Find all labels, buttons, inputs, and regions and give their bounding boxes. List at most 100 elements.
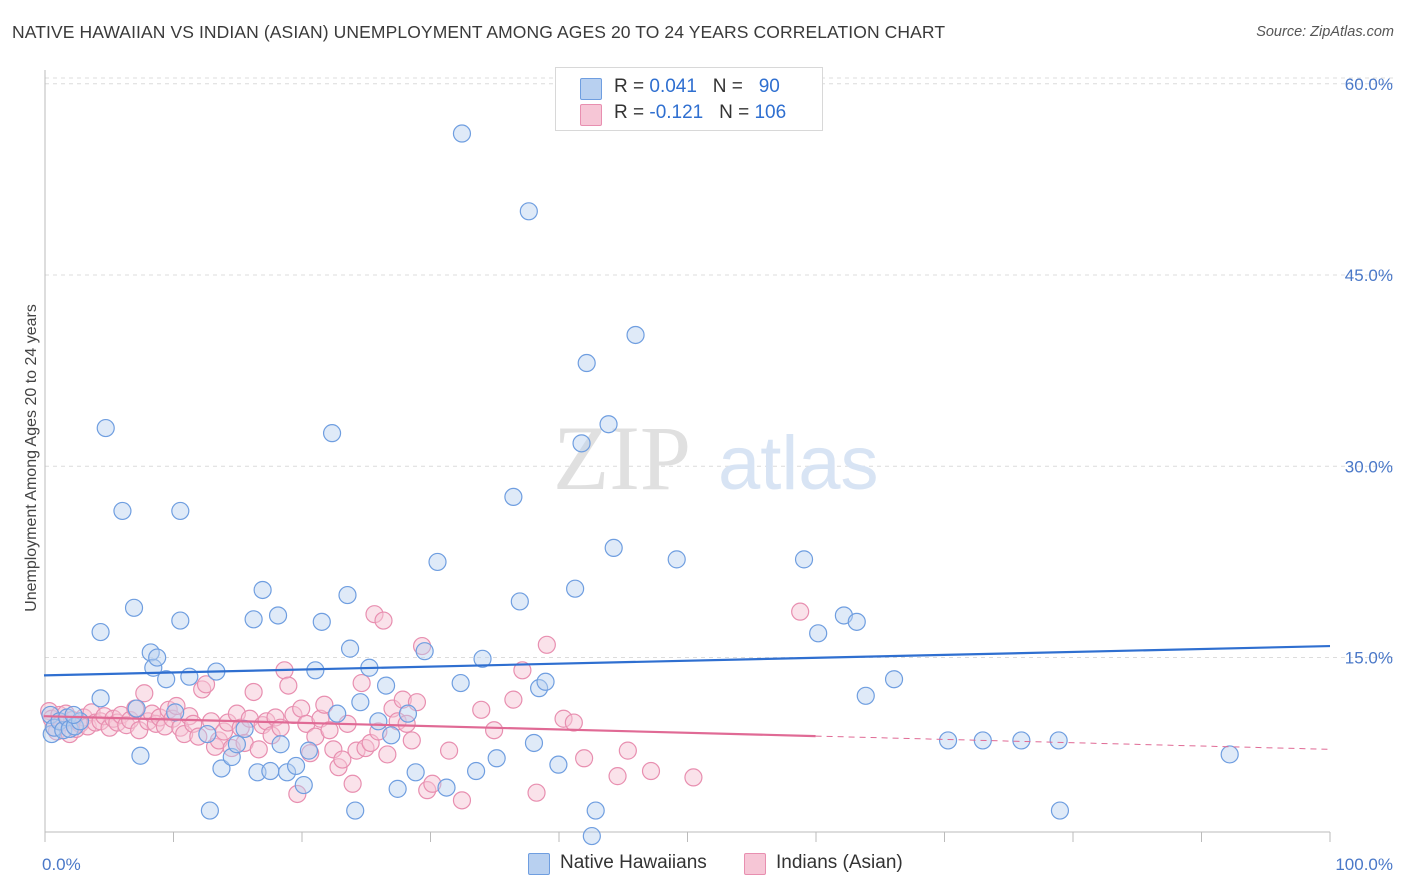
data-point-native-hawaiians <box>599 415 618 434</box>
data-point-native-hawaiians <box>244 610 263 629</box>
watermark-zip: ZIP <box>553 407 691 509</box>
data-point-native-hawaiians <box>248 763 267 782</box>
data-point-native-hawaiians <box>286 756 306 776</box>
data-point-native-hawaiians <box>884 670 904 689</box>
data-point-native-hawaiians <box>212 759 231 778</box>
data-point-indians-asian <box>249 740 268 759</box>
data-point-indians-asian <box>374 611 393 630</box>
legend-swatch-pink <box>580 104 602 126</box>
data-point-native-hawaiians <box>180 667 199 686</box>
data-point-native-hawaiians <box>626 325 645 345</box>
data-point-indians-asian <box>292 699 311 718</box>
data-point-native-hawaiians <box>473 649 492 668</box>
legend-swatch-blue <box>580 78 602 100</box>
data-point-native-hawaiians <box>604 538 623 558</box>
data-point-native-hawaiians <box>166 703 185 722</box>
data-point-indians-asian <box>352 673 371 693</box>
data-point-indians-asian <box>315 695 334 714</box>
data-point-native-hawaiians <box>127 699 146 718</box>
data-point-native-hawaiians <box>1049 731 1068 750</box>
data-point-native-hawaiians <box>312 612 331 631</box>
data-point-native-hawaiians <box>1220 745 1239 764</box>
data-point-native-hawaiians <box>338 585 357 605</box>
data-point-native-hawaiians <box>131 746 150 765</box>
data-point-native-hawaiians <box>91 689 110 708</box>
data-point-native-hawaiians <box>268 606 288 625</box>
data-point-indians-asian <box>402 731 421 750</box>
data-point-native-hawaiians <box>157 670 176 689</box>
data-point-native-hawaiians <box>451 673 470 693</box>
data-point-native-hawaiians <box>171 501 190 521</box>
legend-n-label: N = <box>712 76 749 97</box>
chart-title: NATIVE HAWAIIAN VS INDIAN (ASIAN) UNEMPL… <box>12 22 946 42</box>
source-label: Source: ZipAtlas.com <box>1256 24 1394 40</box>
data-point-native-hawaiians <box>227 735 246 754</box>
legend-n-value: 90 <box>758 76 780 97</box>
watermark: ZIP atlas <box>553 407 879 509</box>
trend-layer <box>43 644 1331 750</box>
data-point-native-hawaiians <box>794 550 814 569</box>
data-point-native-hawaiians <box>415 642 434 661</box>
data-point-indians-asian <box>412 636 432 656</box>
data-point-indians-asian <box>378 745 397 764</box>
data-point-native-hawaiians <box>586 801 605 820</box>
data-point-native-hawaiians <box>572 434 591 453</box>
data-point-indians-asian <box>333 750 352 769</box>
data-point-native-hawaiians <box>171 611 190 630</box>
data-point-native-hawaiians <box>437 778 456 797</box>
data-point-indians-asian <box>167 696 186 716</box>
data-point-indians-asian <box>244 682 263 702</box>
data-point-native-hawaiians <box>428 552 447 572</box>
data-point-native-hawaiians <box>809 624 828 643</box>
data-point-indians-asian <box>527 783 546 802</box>
data-point-native-hawaiians <box>577 353 596 373</box>
data-point-native-hawaiians <box>277 763 297 782</box>
data-point-native-hawaiians <box>452 124 472 143</box>
data-point-native-hawaiians <box>382 726 401 745</box>
legend-r-value: -0.121 <box>649 102 704 123</box>
data-point-indians-asian <box>423 774 442 793</box>
data-point-native-hawaiians <box>96 418 115 438</box>
data-point-indians-asian <box>439 741 459 760</box>
legend-r-label: R = <box>614 76 650 97</box>
data-point-native-hawaiians <box>235 719 254 739</box>
data-point-indians-asian <box>684 768 703 787</box>
data-point-native-hawaiians <box>328 704 347 723</box>
data-point-native-hawaiians <box>1012 731 1031 750</box>
data-point-indians-asian <box>279 676 298 695</box>
bottom-legend-swatch-blue <box>528 853 550 875</box>
data-point-native-hawaiians <box>938 731 958 750</box>
data-point-native-hawaiians <box>487 749 506 768</box>
correlation-legend: R = 0.041 N = 90 R = -0.121 N = 106 <box>555 67 823 131</box>
y-tick-label: 15.0% <box>1345 649 1393 668</box>
y-axis-title: Unemployment Among Ages 20 to 24 years <box>23 304 40 612</box>
data-point-native-hawaiians <box>376 676 396 695</box>
data-point-native-hawaiians <box>91 622 110 642</box>
data-point-native-hawaiians <box>510 592 529 611</box>
data-point-native-hawaiians <box>1050 801 1070 820</box>
grid-layer <box>45 77 1395 659</box>
data-point-indians-asian <box>472 700 491 719</box>
data-point-native-hawaiians <box>340 639 360 658</box>
data-point-native-hawaiians <box>294 775 313 795</box>
bottom-legend-label: Indians (Asian) <box>776 852 903 873</box>
watermark-atlas: atlas <box>718 421 879 506</box>
series-indians-asian <box>40 602 810 810</box>
data-point-indians-asian <box>485 721 504 740</box>
data-point-indians-asian <box>564 713 583 732</box>
trend-line-indians-asian <box>43 715 816 738</box>
data-point-native-hawaiians <box>271 735 290 754</box>
data-point-native-hawaiians <box>566 579 585 598</box>
data-point-indians-asian <box>504 690 523 709</box>
data-point-indians-asian <box>513 661 532 680</box>
data-point-indians-asian <box>288 784 307 804</box>
data-point-native-hawaiians <box>536 672 555 691</box>
legend-n-value: 106 <box>754 102 787 123</box>
data-point-native-hawaiians <box>200 801 219 820</box>
data-point-native-hawaiians <box>582 826 601 846</box>
data-point-indians-asian <box>608 767 627 786</box>
legend-r-label: R = <box>614 102 650 123</box>
x-tick-label-max: 100.0% <box>1335 855 1393 874</box>
data-point-native-hawaiians <box>198 724 217 744</box>
